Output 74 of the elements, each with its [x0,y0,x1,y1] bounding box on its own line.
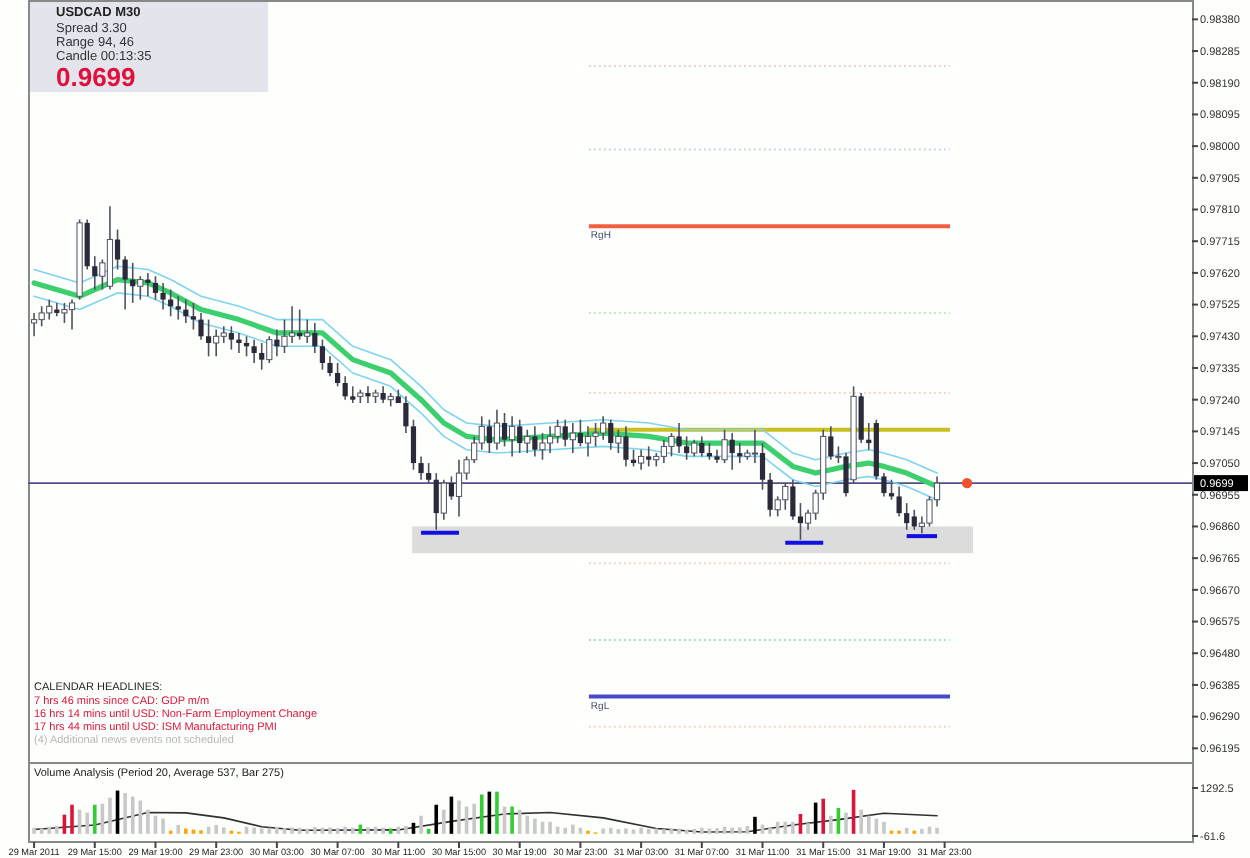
candlestick [251,338,257,364]
candlestick [797,502,804,541]
candlestick [493,408,501,451]
candlestick [904,502,910,531]
candlestick [433,472,439,531]
candlestick [600,415,607,441]
candlestick [68,298,76,331]
candlestick [455,458,463,518]
candlestick [198,312,204,341]
candlestick [608,418,614,451]
candlestick [288,305,296,344]
candlestick [350,385,356,404]
candlestick [334,362,341,388]
candlestick [410,418,417,471]
candlestick [304,318,311,344]
candlestick [638,448,645,471]
candlestick [699,435,705,458]
candlestick [319,338,326,371]
candlestick [896,485,902,518]
candlestick [532,425,538,458]
candlestick [623,425,629,468]
candlestick [38,305,45,328]
candlestick [236,332,242,354]
candlestick [190,302,197,331]
candlestick [684,435,690,461]
candlestick [92,255,98,291]
candlestick [365,385,371,404]
candlestick [122,255,128,311]
candlestick [517,418,523,454]
line-series [33,811,938,833]
candlestick [228,325,234,351]
candlestick [615,428,622,454]
candlestick [562,418,568,448]
candlestick [782,482,789,511]
candlestick [175,295,181,321]
candlestick [546,425,554,454]
candlestick [911,508,917,531]
candlestick [312,322,318,354]
candlestick [660,438,667,464]
candlestick [205,318,212,358]
candlestick [418,455,424,481]
candlestick [440,478,447,521]
candlestick [327,355,333,378]
candlestick [106,205,114,291]
candlestick [539,432,546,461]
candlestick [751,428,759,464]
candlestick [486,418,492,454]
candlestick [721,428,728,464]
candlestick [767,472,773,518]
candlestick [46,298,53,321]
candlestick [646,445,652,468]
candlestick [509,415,516,458]
candlestick [342,375,348,401]
candlestick [569,422,576,454]
candlestick [61,302,68,324]
candlestick [403,395,409,434]
candlestick [759,442,766,491]
candlestick [592,422,599,448]
candlestick [213,328,220,358]
candlestick [266,335,273,364]
candlestick [426,462,432,484]
candlestick [259,342,265,371]
candlestick [881,472,887,498]
candlestick [501,412,508,448]
candlestick [524,428,531,454]
candlestick [676,422,682,454]
candlestick [160,282,166,311]
annotation: 0.9699 [56,62,136,92]
candlestick [152,275,159,301]
candlestick [577,418,584,448]
candlestick [729,432,735,471]
candlestick [584,425,592,458]
candlestick [30,312,38,338]
candlestick [790,478,796,521]
